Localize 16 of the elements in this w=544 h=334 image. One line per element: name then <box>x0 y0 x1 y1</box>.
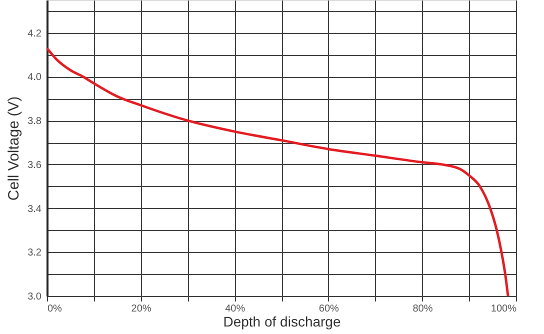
line-series <box>47 46 510 296</box>
x-tick-label: 20% <box>131 304 152 314</box>
x-tick-label: 0% <box>48 304 62 314</box>
x-tick-label: 100% <box>490 304 517 314</box>
y-tick-label: 3.4 <box>28 204 42 215</box>
x-axis-title: Depth of discharge <box>223 314 341 330</box>
y-tick-label: 4.2 <box>28 28 42 40</box>
x-tick-label: 60% <box>318 304 340 314</box>
y-tick-label: 3.6 <box>28 160 42 171</box>
y-tick-label: 3.2 <box>28 248 42 259</box>
y-tick-label: 4.0 <box>28 72 42 84</box>
x-tick-label: 80% <box>412 304 433 314</box>
y-tick-label: 3.8 <box>28 116 42 128</box>
y-tick-label: 3.0 <box>28 292 42 302</box>
x-tick-label: 40% <box>225 304 246 314</box>
y-axis-title: Cell Voltage (V) <box>6 96 23 201</box>
